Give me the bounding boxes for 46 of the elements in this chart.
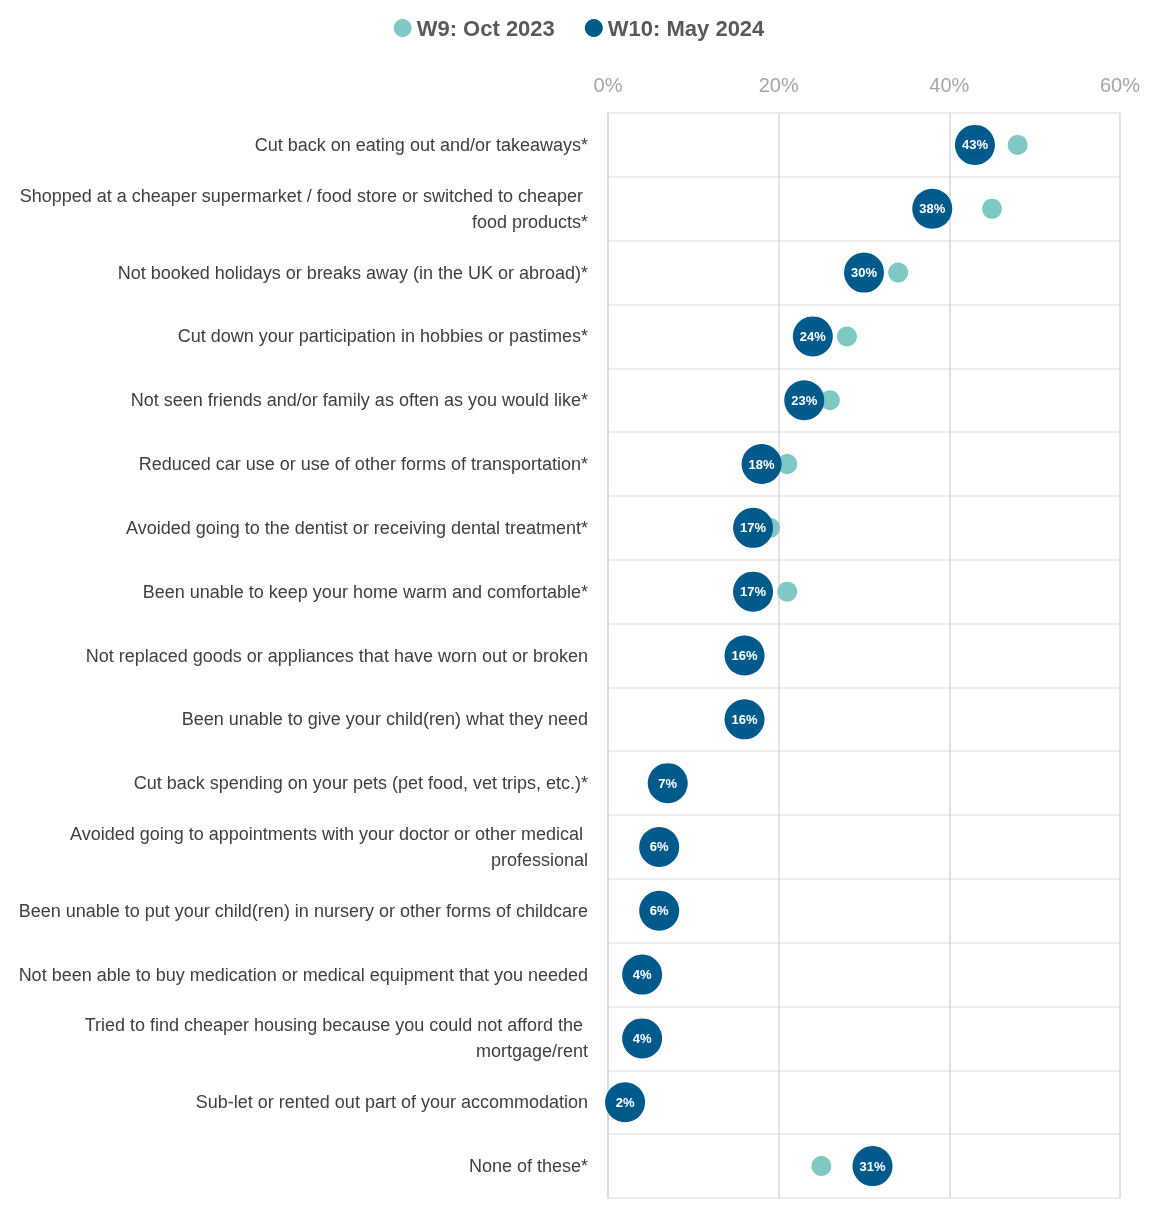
y-tick-label: Tried to find cheaper housing because you could not afford the mortgage/rent	[84, 1015, 588, 1062]
x-tick-label: 40%	[929, 74, 970, 96]
point	[982, 198, 1002, 219]
y-tick-label: Not replaced goods or appliances that have worn out or broken	[85, 645, 588, 666]
data-label: 6%	[649, 903, 670, 919]
data-label: 17%	[740, 520, 767, 536]
data-label: 31%	[859, 1158, 886, 1174]
data-label: 16%	[731, 648, 758, 663]
legend-label: W10: May 2024	[607, 15, 766, 41]
point	[777, 581, 798, 602]
point	[1007, 134, 1028, 155]
data-label: 18%	[748, 456, 776, 472]
data-label: 24%	[799, 328, 827, 344]
y-tick-label: Cut back spending on your pets (pet food, vet trips, etc.)*	[133, 773, 588, 794]
x-tick-label: 0%	[593, 74, 623, 96]
y-tick-label: Shopped at a cheaper supermarket / food store or switched to cheaper food products*	[19, 185, 588, 232]
point	[836, 326, 857, 347]
data-label: 7%	[658, 775, 678, 791]
data-label: 4%	[632, 967, 652, 983]
point	[888, 262, 909, 283]
data-label: 4%	[632, 1030, 652, 1046]
y-tick-label: Not booked holidays or breaks away (in the UK or abroad)*	[117, 262, 588, 283]
data-label: 2%	[615, 1094, 635, 1110]
data-label: 17%	[740, 584, 767, 600]
y-tick-label: None of these*	[468, 1156, 588, 1177]
y-tick-label: Avoided going to appointments with your doctor or other medical professional	[70, 823, 588, 870]
y-tick-label: Not seen friends and/or family as often as you would like*	[130, 390, 588, 411]
y-tick-label: Sub-let or rented out part of your accommodation	[195, 1092, 588, 1113]
y-tick-label: Been unable to put your child(ren) in nursery or other forms of childcare	[18, 900, 588, 921]
y-tick-label: Been unable to give your child(ren) what they need	[181, 709, 588, 730]
y-tick-label: Cut down your participation in hobbies or pastimes*	[177, 326, 588, 347]
data-label: 43%	[961, 137, 989, 153]
data-label: 6%	[649, 839, 670, 855]
data-label: 16%	[731, 711, 758, 727]
y-tick-label: Reduced car use or use of other forms of transportation*	[138, 454, 588, 475]
data-label: 38%	[919, 201, 946, 217]
data-label: 23%	[791, 392, 818, 408]
x-tick-label: 20%	[758, 74, 799, 96]
x-tick-label: 60%	[1099, 74, 1141, 96]
y-tick-label: Not been able to buy medication or medical equipment that you needed	[18, 964, 588, 985]
point	[811, 1156, 832, 1177]
legend-label: W9: Oct 2023	[416, 15, 555, 41]
y-tick-label: Been unable to keep your home warm and comfortable*	[142, 581, 588, 602]
data-label: 30%	[850, 265, 878, 281]
y-tick-label: Avoided going to the dentist or receiving dental treatment*	[126, 517, 588, 538]
y-tick-label: Cut back on eating out and/or takeaways*	[254, 134, 588, 155]
